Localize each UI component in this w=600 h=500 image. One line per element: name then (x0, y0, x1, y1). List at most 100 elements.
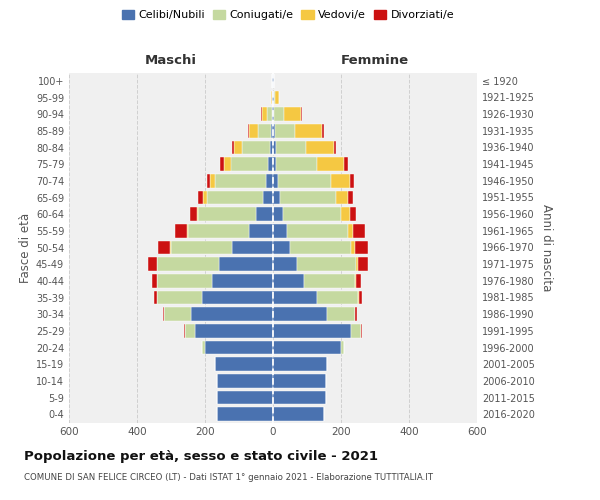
Bar (154, 290, 157, 304)
Bar (271, 90, 272, 104)
Bar (283, 208, 341, 221)
Bar (355, 308, 356, 321)
Bar (273, 158, 277, 171)
Bar (224, 158, 230, 171)
Bar (355, 240, 368, 254)
Bar (349, 208, 356, 221)
Bar (273, 108, 274, 121)
Bar (220, 158, 224, 171)
Bar (273, 90, 274, 104)
Bar (351, 240, 355, 254)
Bar (206, 174, 210, 188)
Bar (272, 108, 273, 121)
Y-axis label: Fasce di età: Fasce di età (19, 212, 32, 282)
Bar (190, 208, 197, 221)
Bar (171, 240, 232, 254)
Bar (273, 224, 287, 237)
Bar (276, 140, 307, 154)
Bar (273, 74, 274, 88)
Bar (317, 290, 358, 304)
Bar (148, 258, 157, 271)
Bar (351, 324, 361, 338)
Bar (273, 274, 304, 287)
Bar (356, 258, 358, 271)
Bar (348, 224, 353, 237)
Bar (290, 240, 351, 254)
Bar (195, 324, 273, 338)
Bar (287, 224, 348, 237)
Bar (361, 324, 362, 338)
Bar (256, 208, 273, 221)
Bar (218, 258, 273, 271)
Bar (157, 274, 212, 287)
Bar (273, 390, 326, 404)
Bar (295, 124, 322, 138)
Bar (198, 208, 256, 221)
Bar (273, 240, 290, 254)
Bar (157, 290, 202, 304)
Bar (273, 358, 328, 371)
Bar (273, 124, 275, 138)
Bar (297, 258, 356, 271)
Bar (273, 374, 326, 388)
Bar (242, 140, 269, 154)
Bar (234, 140, 242, 154)
Bar (341, 340, 344, 354)
Bar (334, 140, 336, 154)
Bar (273, 174, 278, 188)
Bar (272, 74, 273, 88)
Bar (273, 258, 297, 271)
Bar (215, 358, 273, 371)
Bar (273, 190, 280, 204)
Bar (275, 124, 295, 138)
Bar (280, 190, 336, 204)
Bar (232, 240, 273, 254)
Bar (273, 324, 351, 338)
Text: Maschi: Maschi (145, 54, 197, 68)
Bar (202, 290, 273, 304)
Bar (274, 108, 284, 121)
Bar (202, 340, 205, 354)
Bar (273, 290, 317, 304)
Bar (341, 208, 349, 221)
Bar (198, 190, 203, 204)
Bar (267, 108, 272, 121)
Bar (212, 274, 273, 287)
Y-axis label: Anni di nascita: Anni di nascita (540, 204, 553, 291)
Bar (353, 224, 365, 237)
Bar (355, 274, 356, 287)
Bar (284, 108, 301, 121)
Bar (232, 140, 234, 154)
Bar (272, 90, 273, 104)
Bar (158, 240, 170, 254)
Bar (230, 158, 268, 171)
Text: Femmine: Femmine (341, 54, 409, 68)
Bar (191, 308, 273, 321)
Bar (278, 174, 331, 188)
Bar (273, 308, 328, 321)
Bar (344, 158, 349, 171)
Bar (197, 208, 198, 221)
Bar (203, 190, 206, 204)
Bar (358, 258, 368, 271)
Bar (262, 108, 267, 121)
Bar (217, 374, 273, 388)
Bar (152, 274, 157, 287)
Bar (356, 274, 361, 287)
Bar (217, 408, 273, 421)
Bar (304, 274, 355, 287)
Bar (274, 90, 275, 104)
Bar (163, 308, 164, 321)
Bar (205, 340, 273, 354)
Bar (273, 340, 341, 354)
Bar (215, 174, 266, 188)
Bar (164, 308, 191, 321)
Bar (348, 190, 353, 204)
Bar (273, 408, 324, 421)
Legend: Celibi/Nubili, Coniugati/e, Vedovi/e, Divorziati/e: Celibi/Nubili, Coniugati/e, Vedovi/e, Di… (118, 6, 458, 25)
Bar (349, 174, 353, 188)
Bar (271, 124, 273, 138)
Text: Popolazione per età, sesso e stato civile - 2021: Popolazione per età, sesso e stato civil… (24, 450, 378, 463)
Bar (206, 190, 263, 204)
Bar (258, 124, 271, 138)
